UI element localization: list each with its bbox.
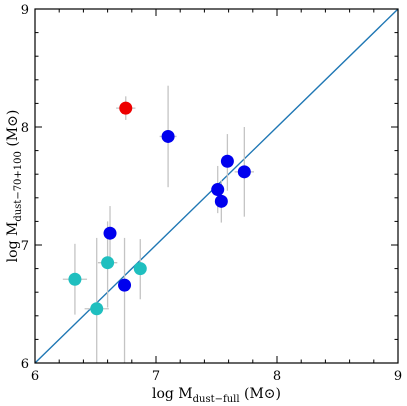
x-tick-label: 9 [394, 369, 402, 384]
y-axis-label-main: log M [5, 222, 21, 263]
blue-data-point [237, 165, 251, 179]
blue-data-point [118, 278, 132, 292]
blue-data-point [214, 194, 228, 208]
blue-data-point [220, 154, 234, 168]
y-tick-label: 9 [21, 3, 29, 18]
cyan-data-point [90, 302, 104, 316]
blue-data-point [103, 226, 117, 240]
blue-data-point [211, 183, 225, 197]
x-axis-label-main: log M [152, 386, 193, 402]
cyan-data-point [68, 272, 82, 286]
x-axis-label-unit: (M⊙) [240, 386, 281, 402]
plot-frame [34, 8, 399, 364]
y-tick-label: 8 [21, 121, 29, 136]
x-axis-label-subscript: dust−full [193, 394, 240, 405]
tick-labels: 6 7 8 9 6 7 8 9 [21, 3, 402, 384]
y-tick-label: 6 [21, 357, 29, 372]
x-tick-label: 7 [152, 369, 160, 384]
cyan-data-point [133, 262, 147, 276]
x-axis-label: log Mdust−full (M⊙) [152, 386, 281, 405]
y-axis-label: log Mdust−70+100 (M⊙) [5, 110, 24, 263]
plot-area [34, 8, 399, 364]
y-axis-label-unit: (M⊙) [5, 110, 21, 151]
x-tick-label: 6 [31, 369, 39, 384]
y-tick-label: 7 [21, 239, 29, 254]
y-axis-label-subscript: dust−70+100 [13, 151, 24, 222]
cyan-data-point [101, 256, 115, 270]
blue-data-point [161, 129, 175, 143]
red-data-point [119, 101, 133, 115]
x-tick-label: 8 [273, 369, 281, 384]
